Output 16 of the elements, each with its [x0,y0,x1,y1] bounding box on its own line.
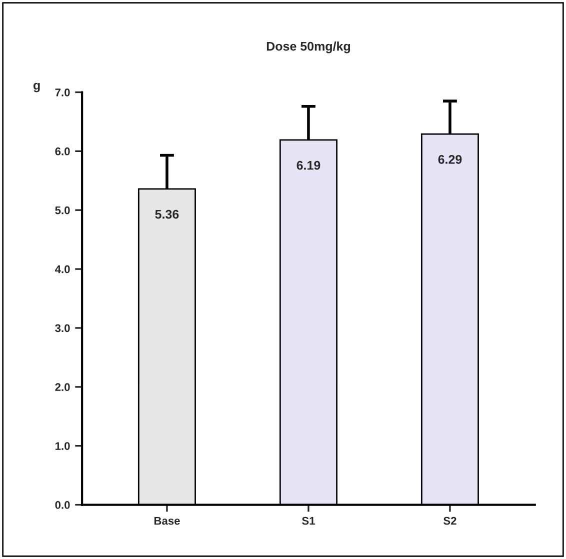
y-tick-label: 4.0 [54,265,70,274]
data-label: 6.19 [296,160,320,170]
y-tick-label: 1.0 [56,442,70,450]
data-label: 6.29 [438,155,462,164]
y-tick-label: 3.0 [55,324,70,332]
y-tick-label: 2.0 [55,383,70,392]
y-tick-label: 7.0 [55,88,70,96]
x-tick-label: S2 [443,516,456,525]
y-axis-title: g [33,82,40,92]
y-tick-label: 0.0 [55,501,70,509]
x-tick-label: S1 [302,516,315,525]
chart-title: Dose 50mg/kg [266,42,350,54]
x-tick-label: Base [154,516,180,525]
y-tick-label: 6.0 [55,147,70,156]
data-label: 5.36 [155,210,179,219]
y-tick-label: 5.0 [55,206,70,214]
